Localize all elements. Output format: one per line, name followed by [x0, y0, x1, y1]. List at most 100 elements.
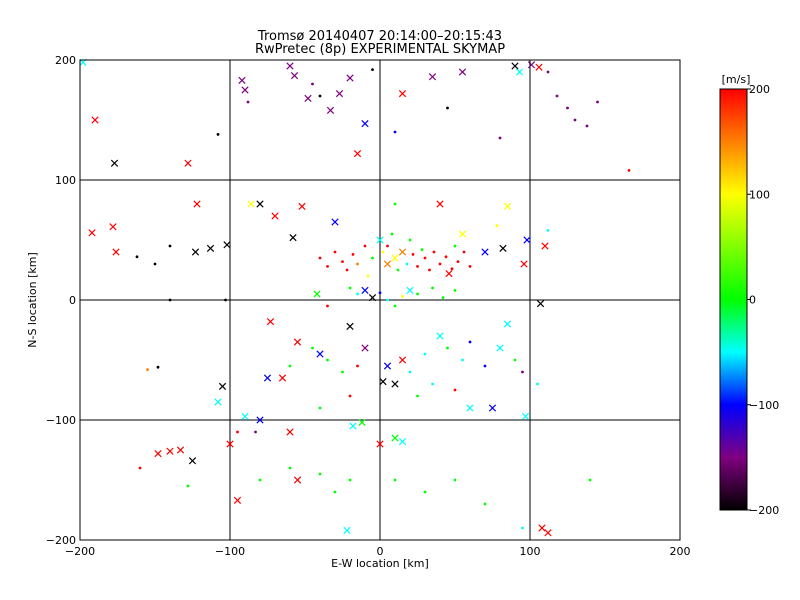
data-point-x — [544, 529, 552, 537]
data-point-dot — [423, 352, 427, 356]
data-point-dot — [396, 268, 400, 272]
data-point-dot — [318, 472, 322, 476]
data-point-dot — [168, 298, 172, 302]
data-point-dot — [224, 298, 227, 302]
data-point-dot — [513, 358, 517, 362]
data-point-x — [406, 286, 414, 295]
data-point-x — [361, 344, 369, 352]
data-point-dot — [423, 256, 427, 260]
data-point-x — [304, 94, 312, 103]
data-point-x — [346, 322, 354, 331]
data-point-x — [290, 71, 299, 80]
data-point-x — [515, 68, 524, 76]
data-point-dot — [498, 136, 502, 140]
y-axis-label: N-S location [km] — [26, 252, 39, 348]
data-point-x — [241, 412, 249, 421]
data-point-x — [256, 416, 264, 424]
data-point-x — [188, 457, 197, 465]
data-point-x — [398, 248, 407, 256]
y-tick-label: −200 — [46, 534, 76, 547]
data-point-x — [353, 149, 362, 158]
x-axis-label: E-W location [km] — [331, 557, 429, 570]
colorbar-gradient — [719, 88, 748, 511]
data-point-x — [538, 524, 546, 532]
data-point-dot — [546, 229, 550, 232]
data-point-dot — [462, 250, 466, 254]
data-point-dot — [566, 106, 569, 110]
data-point-dot — [444, 255, 448, 259]
chart-title: Tromsø 20140407 20:14:00–20:15:43 — [257, 29, 502, 44]
data-point-dot — [416, 394, 419, 398]
data-point-x — [343, 526, 351, 535]
data-point-dot — [288, 466, 292, 470]
data-point-dot — [431, 286, 434, 290]
data-point-dot — [408, 370, 412, 374]
data-point-dot — [138, 466, 142, 470]
data-point-x — [376, 236, 384, 244]
data-point-x — [91, 116, 99, 124]
colorbar-tick-label: 100 — [749, 188, 770, 201]
data-point-x — [271, 212, 279, 220]
data-point-x — [226, 440, 234, 448]
data-point-x — [331, 218, 339, 226]
data-point-dot — [333, 250, 337, 254]
data-point-dot — [318, 406, 322, 410]
data-point-dot — [416, 292, 419, 296]
data-point-x — [458, 68, 467, 76]
data-point-x — [535, 63, 543, 71]
data-point-dot — [356, 292, 359, 296]
data-point-dot — [438, 262, 442, 266]
data-point-x — [503, 320, 512, 328]
data-point-dot — [348, 286, 352, 290]
data-point-x — [481, 248, 489, 256]
data-point-dot — [405, 262, 409, 266]
data-point-dot — [216, 133, 220, 136]
data-point-dot — [366, 274, 370, 278]
data-point-dot — [393, 202, 397, 206]
data-point-dot — [408, 238, 412, 242]
data-point-dot — [495, 224, 499, 228]
x-tick-label: −200 — [65, 545, 95, 558]
colorbar-label: [m/s] — [722, 73, 751, 86]
data-point-dot — [521, 526, 524, 530]
data-point-x — [286, 428, 294, 436]
data-point-x — [391, 380, 399, 388]
data-point-dot — [371, 68, 374, 71]
grid-lines — [80, 60, 680, 540]
data-point-x — [326, 106, 335, 115]
data-point-x — [214, 398, 222, 406]
data-point-dot — [378, 291, 382, 295]
y-axis-ticks: −200 −100 0 100 200 — [46, 54, 680, 547]
data-point-x — [88, 229, 96, 237]
data-point-x — [358, 418, 366, 427]
data-point-dot — [381, 250, 385, 254]
data-point-x — [503, 202, 512, 211]
data-point-dot — [318, 94, 322, 98]
data-point-dot — [461, 358, 464, 362]
data-points — [79, 58, 631, 537]
data-point-x — [218, 382, 227, 391]
data-point-x — [398, 89, 407, 98]
data-point-dot — [345, 268, 349, 272]
data-point-x — [316, 350, 324, 358]
data-point-dot — [441, 296, 445, 299]
data-point-dot — [546, 70, 550, 74]
data-point-x — [223, 241, 231, 249]
data-point-x — [263, 374, 272, 382]
data-point-dot — [393, 304, 397, 308]
data-point-x — [496, 344, 504, 352]
data-point-dot — [153, 262, 157, 266]
data-point-dot — [453, 388, 457, 392]
data-point-x — [109, 223, 117, 231]
data-point-x — [298, 202, 306, 211]
data-point-dot — [386, 298, 389, 302]
data-point-dot — [453, 244, 457, 248]
x-axis-ticks: −200 −100 0 100 200 — [65, 60, 691, 558]
data-point-x — [247, 200, 255, 208]
data-point-x — [523, 236, 531, 244]
data-point-dot — [135, 255, 139, 259]
data-point-dot — [446, 346, 449, 350]
data-point-x — [499, 244, 507, 253]
data-point-x — [361, 286, 369, 295]
